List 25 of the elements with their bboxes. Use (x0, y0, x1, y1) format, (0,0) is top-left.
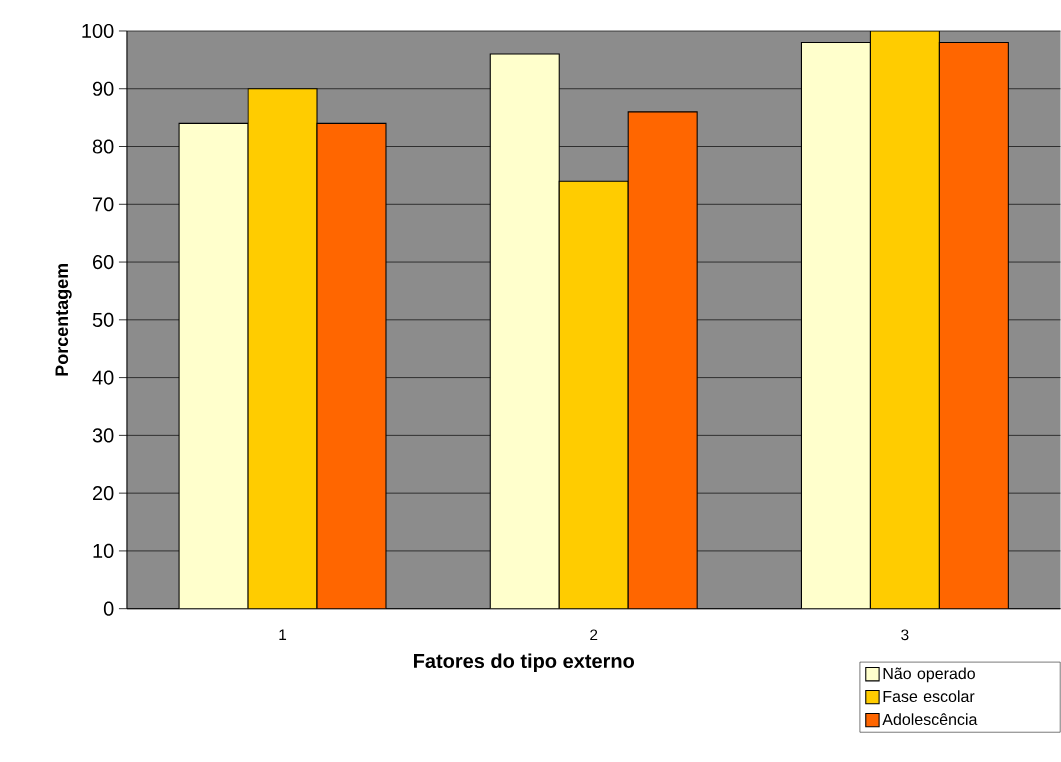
y-tick-label: 100 (82, 24, 114, 39)
y-tick-label: 80 (92, 139, 114, 154)
y-tick-label: 70 (93, 197, 114, 212)
legend-label: Não operado (883, 667, 975, 683)
bar (800, 42, 871, 609)
x-tick-label: 1 (279, 629, 287, 641)
bar (490, 54, 560, 609)
bar (938, 42, 1009, 609)
y-tick-label: 20 (93, 486, 114, 501)
y-tick-label: 30 (92, 428, 114, 443)
legend-label: Adolescência (882, 713, 978, 726)
y-tick-label: 40 (92, 370, 114, 385)
y-tick-label: 0 (103, 601, 114, 616)
y-tick-label: 10 (93, 544, 114, 559)
y-tick-label: 60 (93, 255, 114, 270)
bar (179, 123, 249, 609)
legend-label: Fase escolar (883, 690, 975, 703)
bar (317, 123, 386, 609)
x-axis-title: Fatores do tipo externo (414, 653, 635, 673)
x-tick-label: 3 (901, 629, 909, 641)
y-tick-label: 90 (92, 81, 114, 96)
y-tick-label: 50 (92, 312, 114, 328)
x-tick-label: 2 (590, 629, 598, 641)
y-axis-title: Porcentagem (55, 264, 72, 376)
bar (628, 112, 698, 609)
